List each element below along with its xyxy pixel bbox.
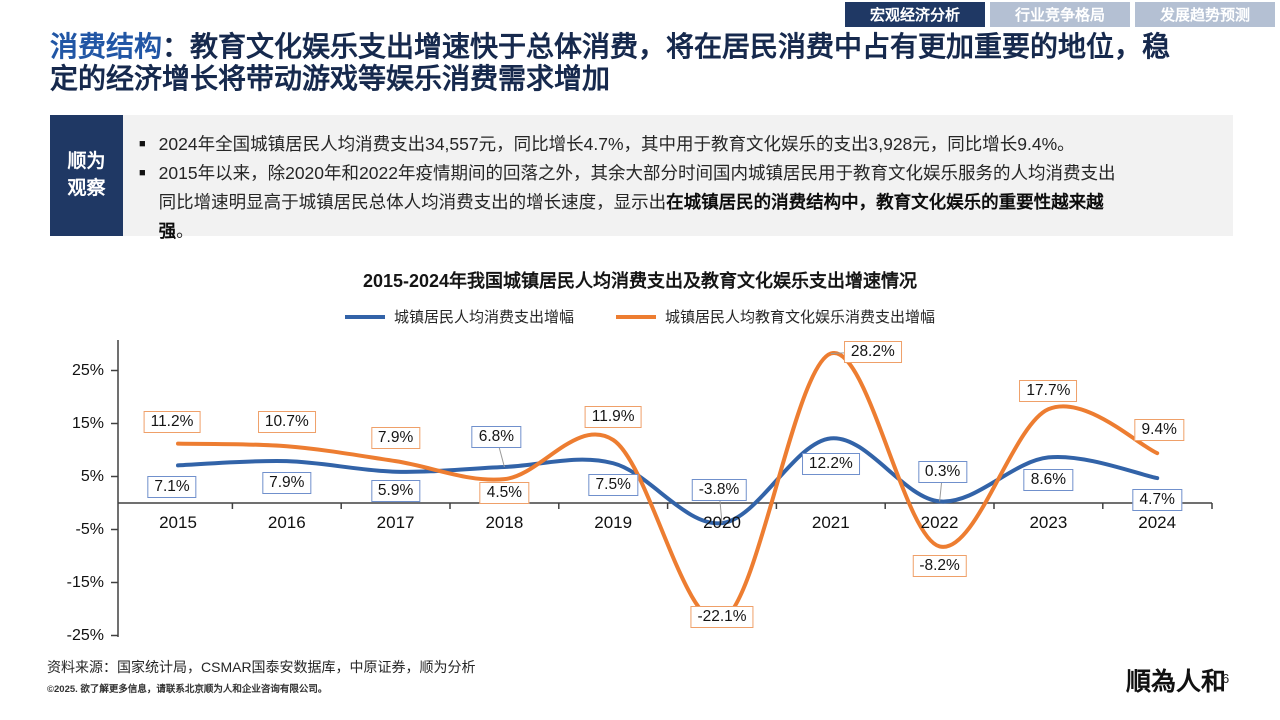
bullet-text-normal: 2024年全国城镇居民人均消费支出34,557元，同比增长4.7%，其中用于教育… — [158, 134, 1075, 154]
nav-tabs: 宏观经济分析 行业竞争格局 发展趋势预测 — [845, 2, 1275, 27]
x-axis-label: 2023 — [1029, 513, 1068, 532]
page-title-rest: ：教育文化娱乐支出增速快于总体消费，将在居民消费中占有更加重要的地位，稳定的经济… — [50, 31, 1171, 95]
bullet-text-end: 。 — [176, 221, 194, 241]
data-label-2019-s0: 7.5% — [588, 474, 638, 497]
y-axis-label: -25% — [66, 626, 104, 644]
legend-label: 城镇居民人均消费支出增幅 — [393, 309, 574, 326]
data-label-2021-s0: 12.2% — [801, 453, 860, 476]
legend-line-orange-icon — [616, 314, 656, 319]
observation-label: 顺为 观察 — [50, 115, 123, 236]
bullet-text-bold: 在城镇居民的消费结构中，教育文化娱乐的重要性越来越强 — [158, 192, 1104, 241]
data-label-2015-s0: 7.1% — [147, 476, 197, 499]
x-axis-label: 2024 — [1138, 513, 1177, 532]
page-title: 消费结构：教育文化娱乐支出增速快于总体消费，将在居民消费中占有更加重要的地位，稳… — [50, 31, 1190, 96]
data-label-2016-s0: 7.9% — [262, 472, 312, 495]
data-label-2020-s1: -22.1% — [690, 606, 754, 629]
data-label-2015-s1: 11.2% — [143, 410, 201, 433]
tab-industry-competition[interactable]: 行业竞争格局 — [990, 2, 1130, 27]
x-axis-label: 2017 — [376, 513, 415, 532]
page-number: 6 — [1222, 671, 1230, 686]
observation-label-line1: 顺为 — [67, 150, 106, 172]
x-axis-label: 2015 — [159, 513, 197, 532]
chart-title: 2015-2024年我国城镇居民人均消费支出及教育文化娱乐支出增速情况 — [362, 271, 918, 291]
data-label-2018-s0: 6.8% — [471, 425, 522, 448]
bullet-text-normal: 2015年以来，除2020年和2022年疫情期间的回落之外，其余大部分时间国内城… — [158, 163, 1116, 212]
x-axis-label: 2019 — [594, 513, 633, 532]
x-axis-label: 2016 — [267, 513, 306, 532]
data-label-2022-s1: -8.2% — [912, 555, 967, 578]
series-line-1 — [176, 351, 1160, 623]
bullet-item: ■ 2015年以来，除2020年和2022年疫情期间的回落之外，其余大部分时间国… — [139, 159, 1215, 246]
data-label-2020-s0: -3.8% — [691, 479, 747, 502]
copyright-note: ©2025. 欲了解更多信息，请联系北京顺为人和企业咨询有限公司。 — [47, 684, 328, 695]
tab-macro-economy[interactable]: 宏观经济分析 — [845, 2, 985, 27]
data-label-2023-s0: 8.6% — [1023, 469, 1074, 492]
bullet-marker-icon: ■ — [139, 138, 146, 150]
observation-label-line2: 观察 — [67, 177, 106, 199]
data-label-2023-s1: 17.7% — [1019, 380, 1078, 403]
y-axis-label: -5% — [75, 520, 104, 538]
data-label-2018-s1: 4.5% — [479, 482, 530, 505]
company-logo: 順為人和 — [1126, 667, 1227, 696]
bullet-item: ■ 2024年全国城镇居民人均消费支出34,557元，同比增长4.7%，其中用于… — [139, 130, 1215, 159]
legend-label: 城镇居民人均教育文化娱乐消费支出增幅 — [665, 309, 936, 326]
data-label-2022-s0: 0.3% — [917, 461, 968, 484]
tab-trend-forecast[interactable]: 发展趋势预测 — [1135, 2, 1275, 27]
bullet-text: 2024年全国城镇居民人均消费支出34,557元，同比增长4.7%，其中用于教育… — [159, 130, 1121, 159]
data-label-2024-s0: 4.7% — [1132, 489, 1182, 512]
legend-item-total-consumption: 城镇居民人均消费支出增幅 — [344, 306, 574, 327]
chart-legend: 城镇居民人均消费支出增幅 城镇居民人均教育文化娱乐消费支出增幅 — [0, 306, 1280, 327]
data-label-2017-s1: 7.9% — [370, 427, 421, 450]
line-chart: 25% 15% 5% -5% -15% -25% 2015 2016 2017 2018 2019 2… — [0, 335, 1280, 665]
observation-section: 顺为 观察 ■ 2024年全国城镇居民人均消费支出34,557元，同比增长4.7… — [50, 115, 1233, 241]
legend-item-edu-entertainment: 城镇居民人均教育文化娱乐消费支出增幅 — [616, 306, 935, 327]
data-label-2019-s1: 11.9% — [584, 405, 642, 428]
series-line-0 — [176, 436, 1160, 526]
data-label-2016-s1: 10.7% — [257, 411, 316, 434]
x-axis-label: 2018 — [485, 513, 524, 532]
legend-line-blue-icon — [344, 314, 385, 319]
bullet-marker-icon: ■ — [139, 167, 146, 179]
y-axis-label: 5% — [80, 467, 104, 485]
x-axis-label: 2020 — [703, 513, 741, 532]
y-axis-label: -15% — [66, 573, 104, 591]
observation-panel: ■ 2024年全国城镇居民人均消费支出34,557元，同比增长4.7%，其中用于… — [123, 115, 1233, 241]
source-note: 资料来源：国家统计局，CSMAR国泰安数据库，中原证券，顺为分析 — [47, 659, 476, 675]
y-axis-label: 25% — [71, 361, 104, 379]
x-axis-label: 2021 — [811, 513, 850, 532]
chart-canvas — [111, 340, 1213, 637]
bullet-text: 2015年以来，除2020年和2022年疫情期间的回落之外，其余大部分时间国内城… — [159, 159, 1121, 246]
y-axis-label: 15% — [71, 414, 104, 432]
page-title-prefix: 消费结构 — [50, 31, 163, 62]
data-label-2021-s1: 28.2% — [843, 340, 902, 363]
data-label-2017-s0: 5.9% — [370, 479, 421, 502]
data-label-2024-s1: 9.4% — [1134, 419, 1184, 442]
x-axis-label: 2022 — [920, 513, 959, 532]
